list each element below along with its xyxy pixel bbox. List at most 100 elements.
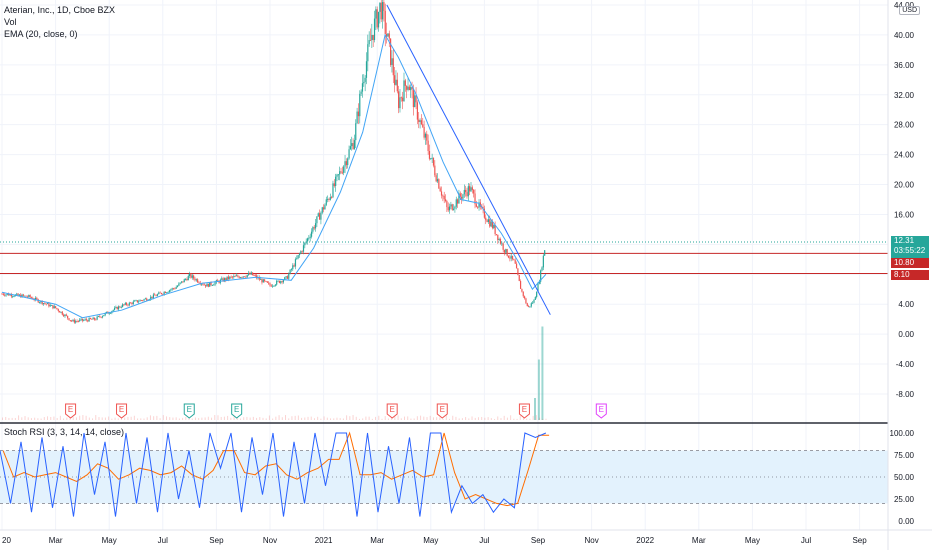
candle-body [41,300,43,305]
volume-bar [30,418,32,420]
candle-body [230,276,232,278]
candle-body [363,81,365,84]
candle-body [84,319,86,321]
candle-body [92,317,94,320]
price-tick-label: 24.00 [894,151,915,160]
volume-bar [217,415,219,420]
candle-body [532,302,534,304]
volume-bar [249,417,251,420]
candle-body [186,279,188,281]
earnings-marker-shape [116,403,128,419]
candle-body [427,140,429,152]
price-tick-label: 40.00 [894,31,915,40]
candle-body [392,58,394,76]
volume-bar [204,417,206,420]
volume-legend: Vol [4,17,17,27]
stoch-k-line [0,432,547,517]
candle-body [416,102,418,120]
candle-body [419,120,421,122]
candle-body [235,275,238,277]
currency-button[interactable]: USD [899,6,920,15]
volume-bar [259,417,261,420]
candle-body [292,265,294,270]
candle-body [428,151,431,159]
candle-body [152,294,155,298]
candle-body [498,238,500,241]
candle-body [276,280,278,285]
volume-bar [153,416,155,420]
volume-bar [375,416,377,420]
price-tick-label: -4.00 [896,360,915,369]
trendline[interactable] [386,4,551,315]
candle-body [321,207,323,213]
candle-body [155,295,157,297]
candle-body [328,199,330,200]
candle-body [359,93,361,117]
candle-body [391,58,393,65]
candle-body [163,291,165,295]
candle-body [119,306,121,308]
volume-bar [18,415,20,420]
time-axis[interactable]: 20 Mar May Jul Sep Nov 2021 Mar May Jul Sep Nov 2022… [2,536,867,545]
candle-body [211,285,213,286]
volume-bar [92,418,94,420]
candle-body [515,263,518,269]
earnings-marker: E [436,403,448,419]
candle-body [25,295,27,297]
earnings-marker: E [65,403,77,419]
candle-body [201,283,203,285]
candle-body [485,217,487,221]
candle-body [356,111,358,124]
volume-bar [156,415,158,420]
volume-bar [275,416,277,420]
volume-bars [2,326,547,420]
volume-bar [79,415,81,420]
candle-body [489,219,491,227]
candle-body [341,172,343,174]
volume-bar [391,416,393,420]
candle-body [459,193,461,197]
candle-body [206,283,208,287]
candle-body [387,33,389,37]
candle-body [463,189,465,195]
time-tick-label: Mar [692,536,706,545]
price-axis[interactable]: 44.00 40.00 36.00 32.00 28.00 24.00 20.00 16.00… [894,1,915,399]
candle-body [509,257,511,259]
volume-bar [416,416,418,420]
candle-body [202,283,204,285]
candle-body [191,275,193,278]
candle-body [420,120,423,125]
candle-body [455,199,457,207]
volume-bar [11,417,13,420]
candle-body [80,318,82,320]
volume-bar [146,417,148,420]
volume-bar [426,417,428,420]
candle-body [305,241,307,243]
volume-bar [336,417,338,420]
candle-body [166,292,168,294]
candle-body [45,303,47,305]
volume-bar [323,416,325,420]
candle-body [144,298,146,300]
volume-bar [172,417,174,420]
candle-body [436,179,439,182]
candle-body [160,292,163,295]
volume-bar [378,415,380,420]
candle-body [450,204,452,207]
candle-body [213,284,215,286]
volume-bar [445,415,447,420]
candle-body [143,299,145,301]
time-tick-label: Sep [531,536,546,545]
volume-bar [223,416,225,420]
candle-body [327,199,329,200]
candle-body [146,298,148,301]
candle-body [360,91,362,94]
candle-body [443,195,445,200]
candle-body [337,174,339,176]
volume-bar [346,415,348,420]
candle-body [317,213,319,217]
candle-body [340,171,342,173]
candle-body [176,285,179,288]
